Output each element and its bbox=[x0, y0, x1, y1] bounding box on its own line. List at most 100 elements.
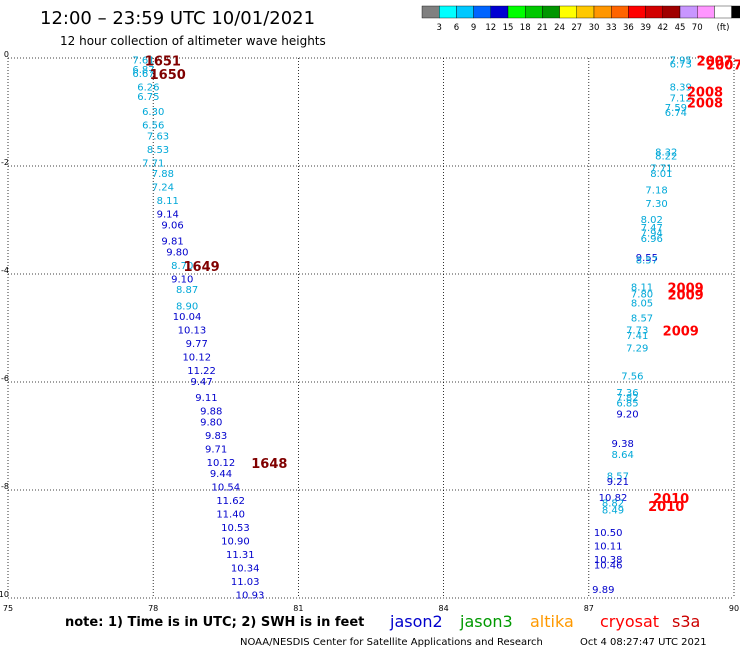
scale-swatch bbox=[525, 5, 543, 19]
legend-jason3: jason3 bbox=[459, 612, 513, 631]
swh-point: 7.24 bbox=[152, 183, 174, 194]
scale-swatch bbox=[559, 5, 577, 19]
swh-point: 9.06 bbox=[161, 220, 183, 231]
legend-s3a: s3a bbox=[672, 612, 700, 631]
scale-label: 45 bbox=[675, 23, 686, 33]
y-tick-label: -8 bbox=[1, 482, 9, 491]
swh-point: 7.88 bbox=[152, 169, 174, 180]
swh-point: 8.49 bbox=[602, 506, 624, 517]
swh-point: 9.89 bbox=[592, 585, 614, 596]
scale-label: 21 bbox=[537, 23, 548, 33]
swh-point: 10.46 bbox=[594, 561, 623, 572]
scale-label: 18 bbox=[520, 23, 531, 33]
legend-altika: altika bbox=[530, 612, 574, 631]
scale-swatch bbox=[662, 5, 681, 19]
x-tick-label: 90 bbox=[729, 604, 739, 613]
swh-point: 7.18 bbox=[645, 185, 667, 196]
swh-point: 7.41 bbox=[626, 331, 648, 342]
scale-label: 6 bbox=[454, 23, 459, 33]
swh-point: 7.95 bbox=[670, 56, 692, 67]
swh-point: 7.29 bbox=[626, 344, 648, 355]
footer-timestamp: Oct 4 08:27:47 UTC 2021 bbox=[580, 637, 707, 648]
swh-point: 11.22 bbox=[187, 366, 216, 377]
swh-point: 8.57 bbox=[636, 256, 658, 267]
pass-number: 1648 bbox=[251, 457, 287, 472]
swh-point: 10.13 bbox=[178, 326, 207, 337]
scale-swatch bbox=[697, 5, 715, 19]
scale-label: 70 bbox=[692, 23, 703, 33]
swh-point: 10.53 bbox=[221, 523, 250, 534]
swh-point: 8.82 bbox=[602, 499, 624, 510]
swh-point: 8.11 bbox=[157, 196, 179, 207]
swh-point: 9.14 bbox=[157, 210, 179, 221]
swh-point: 9.55 bbox=[636, 253, 658, 264]
x-tick-label: 75 bbox=[3, 604, 13, 613]
pass-number: 1649 bbox=[184, 260, 220, 275]
swh-point: 8.57 bbox=[607, 472, 629, 483]
swh-point: 9.47 bbox=[190, 377, 212, 388]
pass-number: 2007 bbox=[697, 55, 733, 70]
swh-point: 8.11 bbox=[631, 283, 653, 294]
pass-number: 2009 bbox=[668, 282, 704, 297]
swh-point: 7.80 bbox=[631, 290, 653, 301]
color-scale: 3 6 9 12 15 18 21 24 27 30 33 36 39 42 45 70 (ft) bbox=[421, 5, 740, 33]
pass-number: 2009 bbox=[663, 325, 699, 340]
swh-point: 10.50 bbox=[594, 528, 623, 539]
y-tick-label: -4 bbox=[1, 266, 9, 275]
swh-point: 8.39 bbox=[670, 83, 692, 94]
scale-label: 42 bbox=[657, 23, 668, 33]
footer-credit: NOAA/NESDIS Center for Satellite Applica… bbox=[240, 637, 543, 648]
swh-point: 7.30 bbox=[645, 199, 667, 210]
pass-number: 1651 bbox=[145, 55, 181, 70]
scale-swatch bbox=[542, 5, 560, 19]
swh-point: 9.44 bbox=[210, 469, 232, 480]
swh-point: 9.88 bbox=[200, 407, 222, 418]
pass-number: 2009 bbox=[668, 289, 704, 304]
swh-point: 10.12 bbox=[182, 353, 211, 364]
swh-point: 8.22 bbox=[655, 151, 677, 162]
swh-point: 10.54 bbox=[211, 482, 240, 493]
pass-number: 2008 bbox=[687, 85, 723, 100]
scale-swatch bbox=[456, 5, 474, 19]
scale-swatch bbox=[490, 5, 509, 19]
swh-point: 11.31 bbox=[226, 550, 255, 561]
scale-label: 3 bbox=[436, 23, 441, 33]
scale-swatch bbox=[439, 5, 457, 19]
swh-point: 6.96 bbox=[641, 234, 663, 245]
swh-point: 8.70 bbox=[171, 261, 193, 272]
scale-label: 27 bbox=[571, 23, 582, 33]
scale-swatch bbox=[473, 5, 492, 19]
scale-swatch bbox=[611, 5, 629, 19]
scale-swatch bbox=[679, 5, 698, 19]
swh-point: 10.93 bbox=[236, 590, 265, 601]
swh-point: 7.73 bbox=[626, 326, 648, 337]
scale-swatch bbox=[731, 5, 740, 19]
swh-point: 6.74 bbox=[665, 108, 687, 119]
pass-number: 2008 bbox=[687, 96, 723, 111]
swh-point: 6.30 bbox=[142, 107, 164, 118]
pass-number: 2007 bbox=[706, 58, 740, 73]
swh-point: 9.80 bbox=[200, 418, 222, 429]
scale-label: 33 bbox=[606, 23, 617, 33]
x-tick-label: 87 bbox=[584, 604, 594, 613]
scale-swatch bbox=[714, 5, 732, 19]
swh-point: 11.62 bbox=[216, 496, 245, 507]
scale-swatch bbox=[628, 5, 646, 19]
swh-point: 9.21 bbox=[607, 477, 629, 488]
swh-point: 7.94 bbox=[641, 229, 663, 240]
y-tick-label: 0 bbox=[4, 50, 9, 59]
swh-point: 6.26 bbox=[137, 83, 159, 94]
swh-point: 6.73 bbox=[670, 59, 692, 70]
swh-point: 7.82 bbox=[616, 393, 638, 404]
swh-point: 8.87 bbox=[176, 285, 198, 296]
scale-label: 30 bbox=[589, 23, 600, 33]
swh-point: 6.87 bbox=[132, 65, 154, 76]
swh-point: 9.81 bbox=[161, 237, 183, 248]
pass-number: 1650 bbox=[150, 68, 186, 83]
chart-title: 12:00 – 23:59 UTC 10/01/2021 bbox=[40, 8, 315, 29]
footer-note: note: 1) Time is in UTC; 2) SWH is in fe… bbox=[65, 615, 364, 630]
swh-point: 7.59 bbox=[665, 103, 687, 114]
swh-point: 7.63 bbox=[147, 131, 169, 142]
plot-grid bbox=[7, 57, 735, 599]
swh-point: 8.05 bbox=[631, 299, 653, 310]
